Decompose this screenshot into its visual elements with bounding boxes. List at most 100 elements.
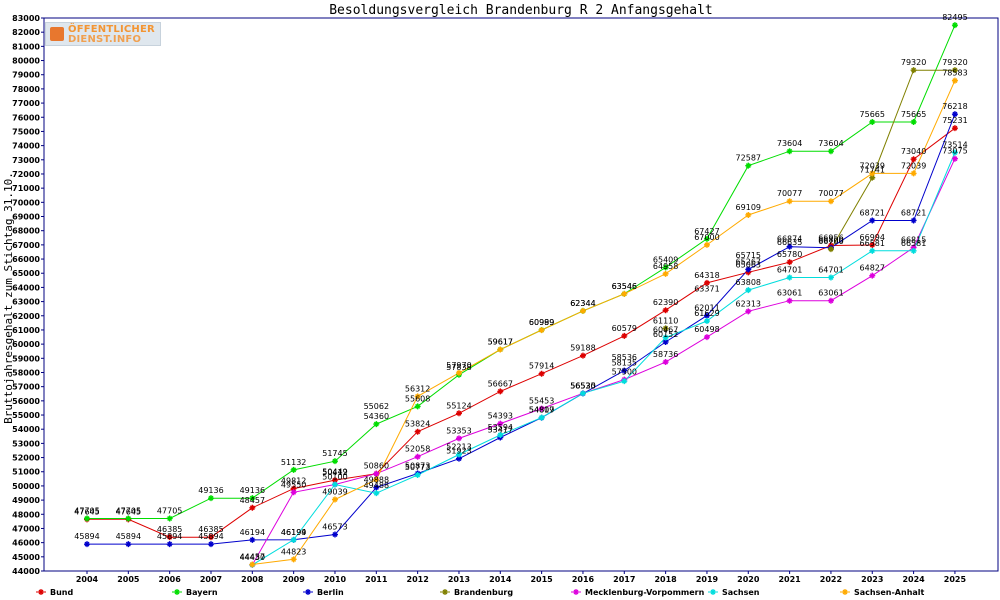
data-point — [662, 307, 669, 314]
series-line-5 — [252, 152, 956, 566]
data-label: 69109 — [736, 203, 761, 212]
data-label: 52213 — [446, 443, 471, 452]
data-point — [166, 541, 173, 548]
series-line-0 — [87, 127, 956, 538]
data-label: 47705 — [157, 506, 182, 515]
data-point — [455, 451, 462, 458]
data-label: 50873 — [405, 462, 430, 471]
data-label: 64318 — [694, 271, 719, 280]
data-point — [951, 67, 958, 74]
data-point — [579, 307, 586, 314]
data-label: 59617 — [488, 338, 513, 347]
data-point — [373, 490, 380, 497]
data-label: 68721 — [901, 208, 926, 217]
y-tick-label: 56000 — [12, 397, 40, 406]
series-line-2 — [87, 114, 956, 545]
y-tick-label: 70000 — [12, 198, 40, 207]
data-label: 66815 — [901, 235, 926, 244]
data-label: 65715 — [736, 251, 761, 260]
data-label: 60498 — [694, 325, 719, 334]
data-point — [207, 495, 214, 502]
data-point — [951, 155, 958, 162]
data-label: 65063 — [736, 260, 761, 269]
data-point — [621, 332, 628, 339]
data-label: 45894 — [157, 532, 182, 541]
x-tick-label: 2014 — [489, 575, 512, 584]
data-label: 54817 — [529, 406, 554, 415]
data-point — [166, 515, 173, 522]
data-point — [166, 534, 173, 541]
data-label: 44823 — [281, 547, 306, 556]
legend-marker — [573, 589, 579, 595]
x-tick-label: 2010 — [324, 575, 347, 584]
data-label: 60989 — [529, 318, 554, 327]
data-label: 51923 — [446, 447, 471, 456]
data-label: 47705 — [116, 506, 141, 515]
data-point — [662, 359, 669, 366]
data-point — [414, 471, 421, 478]
data-point — [290, 556, 297, 563]
x-tick-label: 2017 — [613, 575, 635, 584]
data-point — [910, 67, 917, 74]
data-point — [827, 274, 834, 281]
logo-text-line2: DIENST.INFO — [68, 34, 142, 45]
y-tick-label: 53000 — [12, 439, 40, 448]
data-label: 49136 — [198, 486, 223, 495]
logo: ÖFFENTLICHER DIENST.INFO — [45, 22, 161, 46]
data-label: 63371 — [694, 284, 719, 293]
data-point — [621, 378, 628, 385]
y-tick-label: 61000 — [12, 326, 40, 335]
legend-marker — [842, 589, 848, 595]
data-label: 73604 — [777, 139, 802, 148]
y-tick-label: 60000 — [12, 340, 40, 349]
y-tick-label: 58000 — [12, 368, 40, 377]
data-point — [910, 170, 917, 177]
data-point — [662, 270, 669, 277]
data-label: 62011 — [694, 304, 719, 313]
data-label: 56535 — [570, 381, 595, 390]
data-label: 66581 — [860, 239, 885, 248]
data-point — [869, 247, 876, 254]
data-point — [249, 504, 256, 511]
data-label: 61110 — [653, 316, 678, 325]
y-tick-label: 55000 — [12, 411, 40, 420]
x-tick-label: 2022 — [820, 575, 842, 584]
data-point — [249, 536, 256, 543]
data-label: 73075 — [942, 147, 967, 156]
data-label: 72039 — [901, 161, 926, 170]
data-label: 64701 — [818, 265, 843, 274]
data-point — [951, 22, 958, 29]
y-tick-label: 44000 — [12, 567, 40, 576]
legend-marker — [710, 589, 716, 595]
data-label: 60467 — [653, 326, 678, 335]
data-label: 62390 — [653, 298, 678, 307]
y-tick-label: 76000 — [12, 113, 40, 122]
x-tick-label: 2005 — [117, 575, 140, 584]
data-label: 46385 — [198, 525, 223, 534]
data-label: 66800 — [818, 236, 843, 245]
plot-frame — [43, 17, 999, 572]
data-label: 47705 — [74, 506, 99, 515]
data-label: 53417 — [488, 425, 513, 434]
data-label: 65267 — [736, 257, 761, 266]
data-label: 75231 — [942, 116, 967, 125]
data-point — [497, 431, 504, 438]
data-label: 66581 — [901, 239, 926, 248]
data-point — [745, 162, 752, 169]
data-point — [373, 476, 380, 483]
y-tick-label: 52000 — [12, 454, 40, 463]
data-point — [703, 235, 710, 242]
data-label: 75665 — [860, 110, 885, 119]
data-label: 59188 — [570, 344, 595, 353]
data-label: 48457 — [240, 496, 265, 505]
data-point — [207, 541, 214, 548]
data-point — [703, 334, 710, 341]
data-label: 66956 — [818, 233, 843, 242]
y-tick-label: 50000 — [12, 482, 40, 491]
data-point — [538, 414, 545, 421]
data-point — [703, 318, 710, 325]
legend-entry: Sachsen — [722, 588, 760, 597]
data-label: 66635 — [777, 238, 802, 247]
data-label: 61629 — [694, 309, 719, 318]
